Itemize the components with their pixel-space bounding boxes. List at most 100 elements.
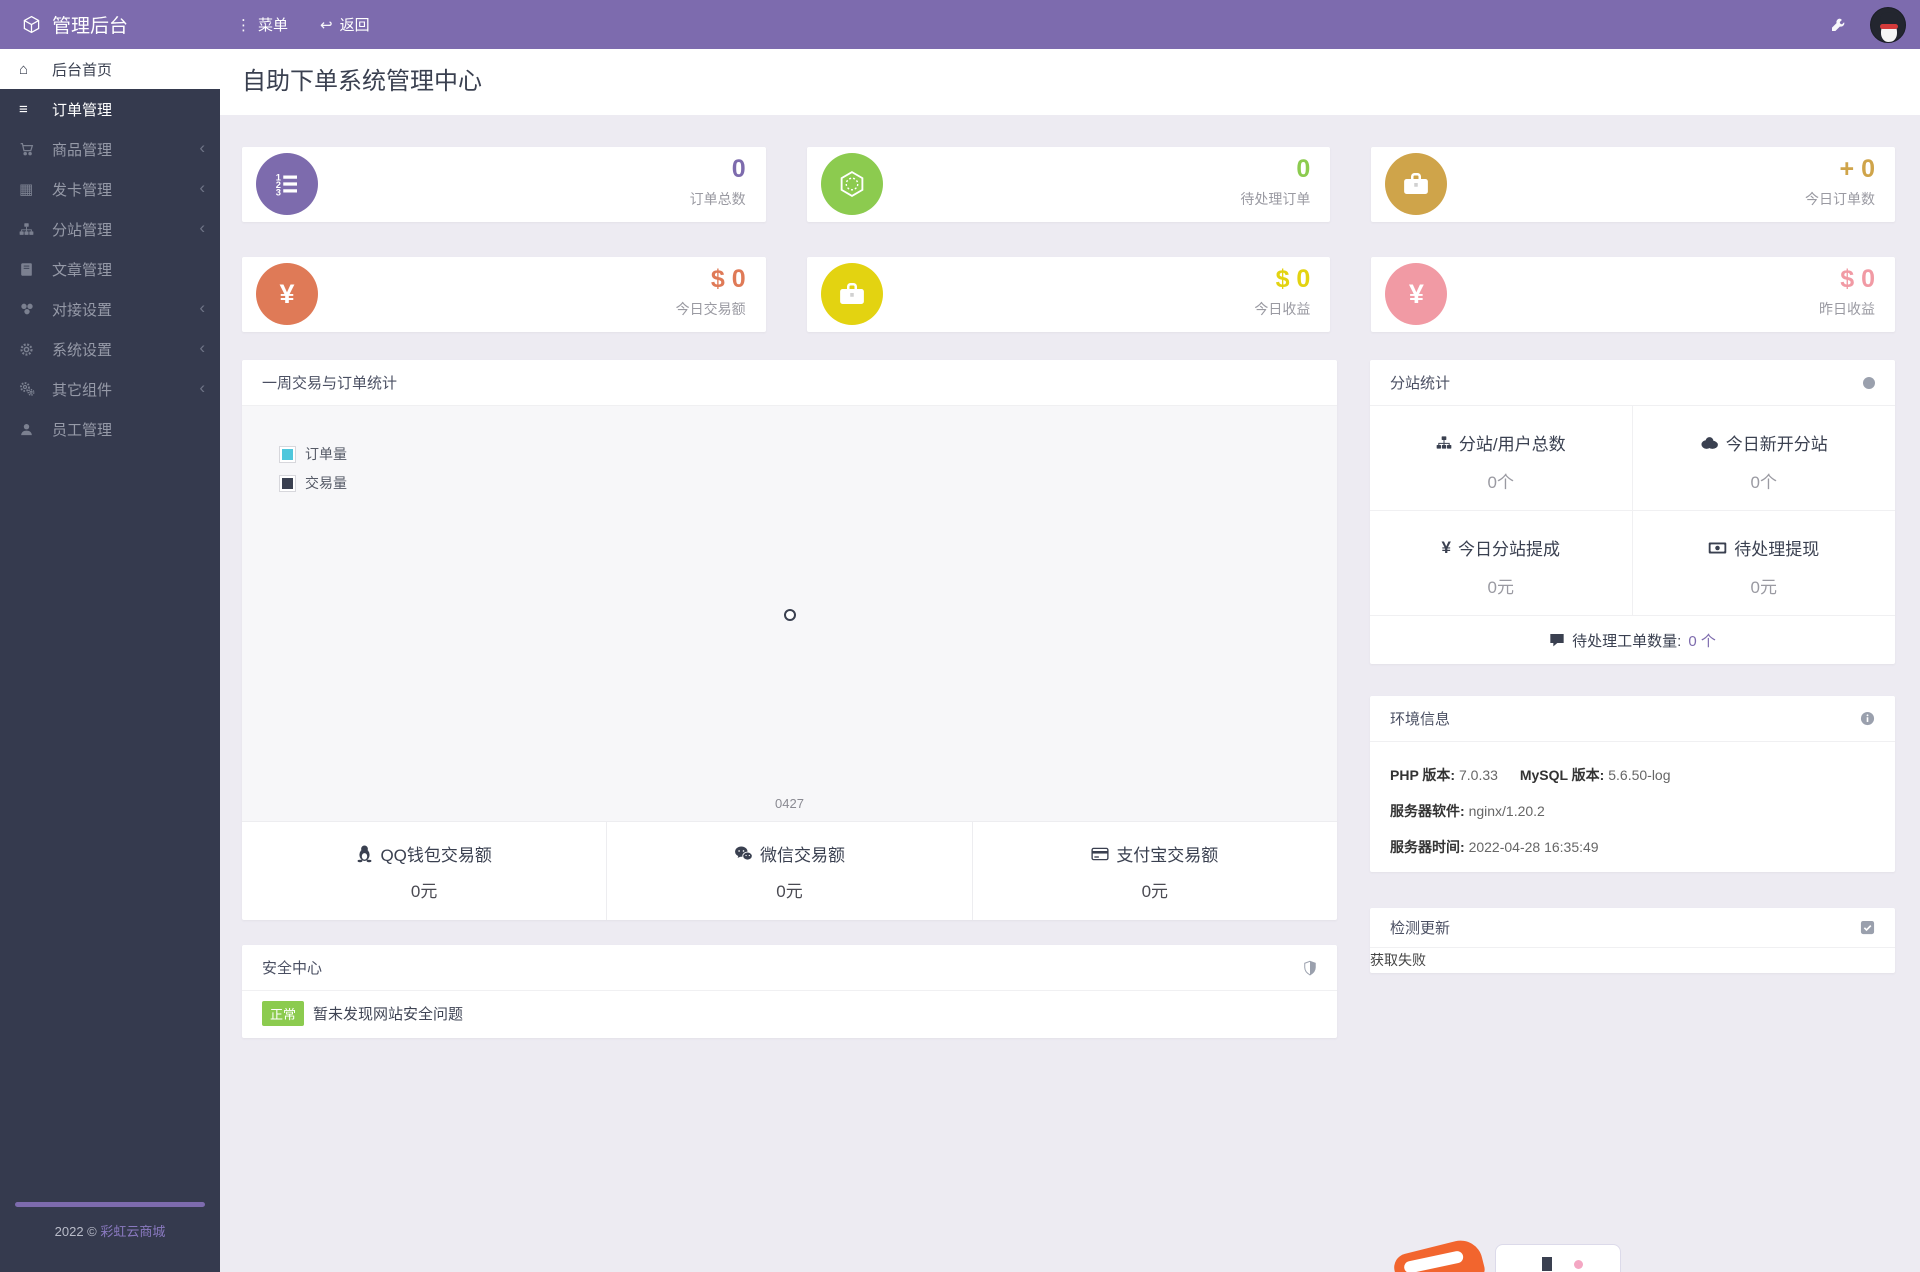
sidebar-item-components[interactable]: 其它组件 ‹: [0, 369, 220, 409]
payment-stats-row: QQ钱包交易额 0元: [242, 821, 1337, 920]
book-icon: [19, 262, 41, 277]
avatar-penguin-head: [1880, 11, 1898, 25]
status-badge: 正常: [262, 1001, 305, 1026]
chat-widget[interactable]: [1391, 1235, 1635, 1272]
credit-card-icon: [1091, 846, 1109, 862]
stat-value: 0: [731, 155, 746, 183]
topbar: 管理后台 ⋮ 菜单 ↩ 返回: [0, 0, 1920, 49]
substation-cell-new: 今日新开分站 0个: [1632, 406, 1895, 511]
back-button[interactable]: ↩ 返回: [320, 16, 370, 35]
stat-icon-circle: [1385, 153, 1448, 215]
sidebar-item-orders[interactable]: ≡ 订单管理: [19, 100, 113, 119]
sidebar-item-substations[interactable]: 分站管理 ‹: [0, 209, 220, 249]
svg-text:3: 3: [276, 187, 281, 197]
cogs-icon: [19, 381, 41, 397]
env-server: 服务器软件: nginx/1.20.2: [1390, 803, 1545, 819]
tickets-row: 待处理工单数量: 0 个: [1370, 616, 1895, 664]
stat-label: 今日收益: [1254, 301, 1311, 317]
info-icon: [1860, 711, 1875, 726]
stat-icon-circle: 1 2 3: [256, 153, 318, 215]
reply-icon: ↩: [320, 16, 333, 34]
sidebar-item-settings[interactable]: 系统设置 ‹: [0, 329, 220, 369]
brand-logo[interactable]: 管理后台: [0, 0, 220, 49]
yen-icon: ¥: [279, 278, 295, 309]
substation-panel: 分站统计 分站: [1370, 360, 1895, 664]
chart-panel-header: 一周交易与订单统计: [242, 360, 1337, 406]
stat-label: 今日交易额: [675, 301, 746, 317]
chevron-left-icon: ‹: [199, 378, 205, 397]
substation-panel-header: 分站统计: [1370, 360, 1895, 406]
chat-box[interactable]: [1495, 1244, 1621, 1272]
cloud-icon: [1700, 436, 1719, 450]
qq-icon: [356, 844, 373, 863]
payment-stat-wechat: 微信交易额 0元: [607, 822, 973, 920]
chat-dot-icon: [1574, 1259, 1583, 1269]
stat-value: $ 0: [1840, 265, 1875, 293]
chart-data-point[interactable]: [783, 609, 796, 621]
stat-cards-grid: 1 2 3 0 订单总数: [242, 147, 1895, 332]
right-column: 分站统计 分站: [1370, 360, 1895, 973]
stat-card: ¥ $ 0 今日交易额: [242, 257, 766, 332]
stat-card: ¥ $ 0 昨日收益: [1371, 257, 1895, 332]
user-avatar[interactable]: [1870, 6, 1906, 43]
check-square-icon: [1860, 920, 1875, 935]
stat-label: 昨日收益: [1819, 301, 1875, 317]
home-icon: ⌂: [19, 60, 29, 78]
chevron-left-icon: ‹: [199, 178, 205, 197]
yen-icon: ¥: [1408, 278, 1424, 309]
sitemap-icon: [1436, 435, 1452, 451]
wechat-icon: [734, 845, 753, 862]
legend-item-trades[interactable]: 交易量: [279, 473, 347, 493]
legend-item-orders[interactable]: 订单量: [279, 444, 347, 464]
grid-icon: ▦: [19, 181, 34, 198]
chevron-left-icon: ‹: [199, 338, 205, 357]
shield-icon: [1303, 960, 1317, 976]
list-icon: ≡: [19, 100, 28, 118]
substation-cell-total: 分站/用户总数 0个: [1370, 406, 1633, 511]
chat-logo-icon: [1391, 1235, 1487, 1272]
list-ol-icon: 1 2 3: [272, 169, 302, 199]
sidebar-item-home[interactable]: ⌂ 后台首页: [0, 49, 220, 89]
svg-text:1: 1: [276, 172, 281, 182]
avatar-penguin-scarf: [1880, 23, 1898, 29]
sidebar: ⌂ 后台首页 ≡ 订单管理 商品管理 ‹ ▦ 发卡管理 ‹ 分站管理 ‹: [0, 49, 220, 1272]
page-title: 自助下单系统管理中心: [220, 49, 1920, 115]
legend-swatch: [282, 477, 293, 489]
sidebar-item-products[interactable]: 商品管理 ‹: [0, 129, 220, 169]
gear-icon: [19, 342, 41, 357]
yen-icon: ¥: [1441, 537, 1451, 557]
sidebar-item-staff[interactable]: 员工管理: [0, 409, 220, 449]
env-php-mysql: PHP 版本: 7.0.33 MySQL 版本: 5.6.50-log: [1390, 767, 1671, 783]
left-column: 一周交易与订单统计 订单量 交易量: [242, 360, 1337, 1038]
sidebar-item-articles[interactable]: 文章管理: [0, 249, 220, 289]
stat-value: $ 0: [1275, 265, 1311, 293]
brand-footer-link[interactable]: 彩虹云商城: [100, 1224, 166, 1239]
stat-card: $ 0 今日收益: [806, 257, 1331, 332]
sidebar-item-cards[interactable]: ▦ 发卡管理 ‹: [19, 178, 205, 199]
environment-panel: 环境信息 PHP 版本: 7.0.33 MySQL 版本: 5.6.50-log: [1370, 696, 1895, 872]
stat-label: 订单总数: [689, 191, 746, 207]
briefcase-icon: [1401, 169, 1431, 199]
money-bill-icon: [1708, 541, 1727, 555]
stat-icon-circle: [820, 153, 883, 215]
tickets-count-link[interactable]: 0 个: [1688, 632, 1716, 650]
wrench-icon[interactable]: [1830, 17, 1846, 33]
sidebar-item-integration[interactable]: 对接设置 ‹: [0, 289, 220, 329]
payment-stat-alipay: 支付宝交易额 0元: [973, 822, 1337, 920]
chevron-left-icon: ‹: [199, 138, 205, 157]
ellipsis-v-icon: ⋮: [236, 16, 251, 34]
substation-cell-withdraw: 待处理提现 0元: [1632, 511, 1895, 616]
sidebar-accent-bar: [15, 1202, 205, 1207]
stat-card: + 0 今日订单数: [1371, 147, 1895, 222]
topbar-right: [1830, 6, 1920, 43]
payment-stat-qq: QQ钱包交易额 0元: [242, 822, 608, 920]
legend-swatch: [282, 448, 293, 460]
menu-button[interactable]: ⋮ 菜单: [236, 16, 289, 35]
brand-title: 管理后台: [52, 16, 129, 37]
update-panel-header: 检测更新: [1370, 908, 1895, 948]
security-panel-header: 安全中心: [242, 945, 1337, 991]
substation-cell-commission: ¥ 今日分站提成 0元: [1370, 511, 1633, 616]
stat-card: 0 待处理订单: [806, 147, 1331, 222]
chart-panel: 一周交易与订单统计 订单量 交易量: [242, 360, 1337, 920]
stat-value: 0: [1296, 155, 1311, 183]
